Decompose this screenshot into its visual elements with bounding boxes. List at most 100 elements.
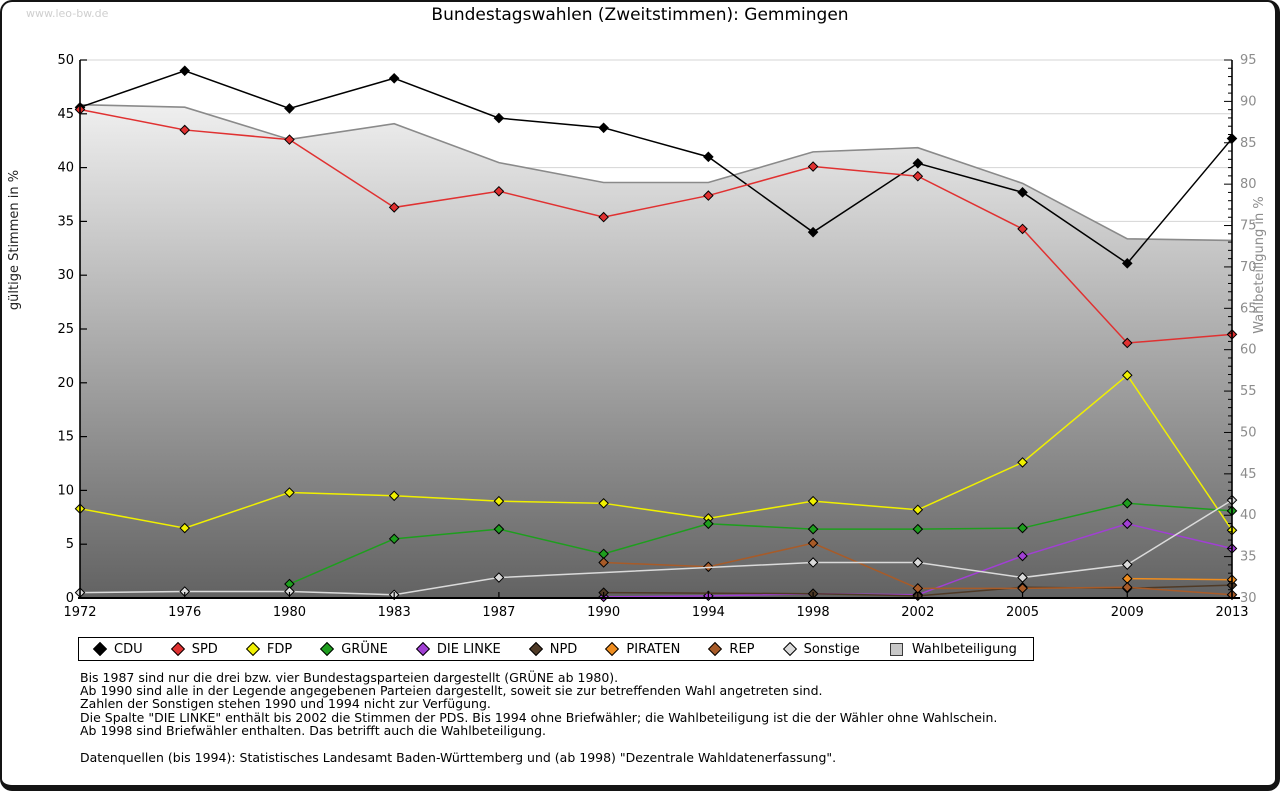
square-marker-icon [889,642,903,656]
axes: 0 5 10 15 20 25 30 35 40 45 50 30 35 40 45 50 55 60 65 70 75… [7,53,1267,620]
data-point-sonstige [1017,572,1028,583]
svg-text:70: 70 [1240,260,1257,275]
legend-item-sonstige: Sonstige [782,641,860,657]
data-point-spd [1121,337,1133,349]
footnote-line: Ab 1998 sind Briefwähler enthalten. Das … [80,722,546,738]
diamond-marker-icon [245,641,260,657]
data-point-fdp [1017,457,1028,468]
legend-item-grüne: GRÜNE [320,641,388,657]
legend-item-cdu: CDU [92,641,143,657]
x-tick-label: 2009 [1111,605,1144,620]
data-point-rep [598,557,609,568]
data-point-spd [388,202,400,213]
data-point-cdu [1017,187,1028,198]
series-cdu [74,65,1238,269]
diamond-marker-icon [782,641,797,657]
data-point-sonstige [912,557,924,568]
x-tick-label: 1987 [482,605,515,620]
series-grüne [284,498,1238,590]
series-fdp [74,369,1238,536]
data-point-spd [284,134,295,145]
footnote-line: Ab 1990 sind alle in der Legende angegeb… [80,683,823,699]
data-source-line: Datenquellen (bis 1994): Statistisches L… [80,750,837,766]
data-point-spd [179,124,191,136]
svg-text:20: 20 [57,376,74,391]
svg-text:30: 30 [1240,591,1257,606]
data-point-cdu [1121,258,1133,269]
legend-label: NPD [549,641,578,657]
svg-text:50: 50 [57,53,74,68]
legend-label: Sonstige [803,641,860,657]
legend-label: SPD [191,641,218,657]
svg-text:55: 55 [1240,384,1257,399]
data-point-cdu [912,157,924,169]
diamond-marker-icon [605,641,620,657]
data-point-grüne [703,518,714,530]
footnote-line: Bis 1987 sind nur die drei bzw. vier Bun… [80,670,619,685]
data-point-spd [703,190,714,201]
svg-text:5: 5 [66,537,74,552]
svg-text:85: 85 [1240,136,1257,151]
diamond-marker-icon [170,641,185,657]
data-point-fdp [179,522,191,534]
x-tick-label: 1976 [168,605,201,620]
data-point-spd [493,185,505,197]
data-point-fdp [912,504,924,516]
data-point-grüne [807,523,819,535]
svg-text:95: 95 [1240,53,1257,68]
svg-text:25: 25 [57,322,74,337]
legend-label: FDP [266,641,293,657]
svg-text:60: 60 [1240,343,1257,358]
footnote-line: Zahlen der Sonstigen stehen 1990 und 199… [80,696,491,712]
page-title: Bundestagswahlen (Zweitstimmen): Gemming… [431,5,849,25]
data-point-fdp [388,490,400,502]
data-point-fdp [284,487,295,498]
legend-item-npd: NPD [528,641,578,657]
x-tick-label: 1980 [273,605,306,620]
svg-text:10: 10 [57,483,74,498]
footnote-line: Die Spalte "DIE LINKE" enthält bis 2002 … [80,709,998,725]
data-point-grüne [1017,522,1028,534]
diamond-marker-icon [528,641,543,657]
data-point-grüne [493,523,505,535]
data-point-die-linke [1017,550,1028,562]
x-tick-label: 2005 [1006,605,1039,620]
svg-text:40: 40 [1240,508,1257,523]
data-point-grüne [1121,498,1133,509]
legend-label: Wahlbeteiligung [911,641,1017,657]
x-tick-label: 2002 [901,605,934,620]
data-point-spd [598,211,609,223]
diamond-marker-icon [92,641,108,657]
data-point-fdp [493,495,505,507]
data-point-die-linke [1121,518,1133,530]
data-point-sonstige [807,557,819,568]
diamond-marker-icon [320,641,335,657]
watermark: www.leo-bw.de [26,7,109,20]
data-point-grüne [912,523,924,535]
chart-legend: CDU SPD FDP GRÜNE DIE LINKE NPD PIRATEN REP Sons… [78,637,1034,661]
data-point-fdp [598,498,609,509]
x-tick-label: 1972 [63,605,96,620]
data-point-cdu [179,65,191,77]
x-tick-label: 1983 [378,605,411,620]
data-point-cdu [493,112,505,124]
svg-text:35: 35 [57,214,74,229]
svg-text:75: 75 [1240,219,1257,234]
x-tick-label: 1994 [692,605,725,620]
legend-item-piraten: PIRATEN [605,641,680,657]
data-point-spd [1017,223,1028,235]
svg-text:45: 45 [1240,467,1257,482]
data-point-spd [912,170,924,182]
svg-text:15: 15 [57,430,74,445]
data-point-cdu [598,122,609,134]
left-axis-title: gültige Stimmen in % [7,170,22,310]
x-tick-label: 1990 [587,605,620,620]
svg-text:65: 65 [1240,301,1257,316]
data-point-spd [807,161,819,172]
data-point-rep [807,537,819,549]
chart-canvas: 0 5 10 15 20 25 30 35 40 45 50 30 35 40 45 50 55 60 65 70 75… [7,53,1267,620]
data-point-fdp [807,495,819,507]
svg-text:30: 30 [57,268,74,283]
legend-item-spd: SPD [170,641,218,657]
